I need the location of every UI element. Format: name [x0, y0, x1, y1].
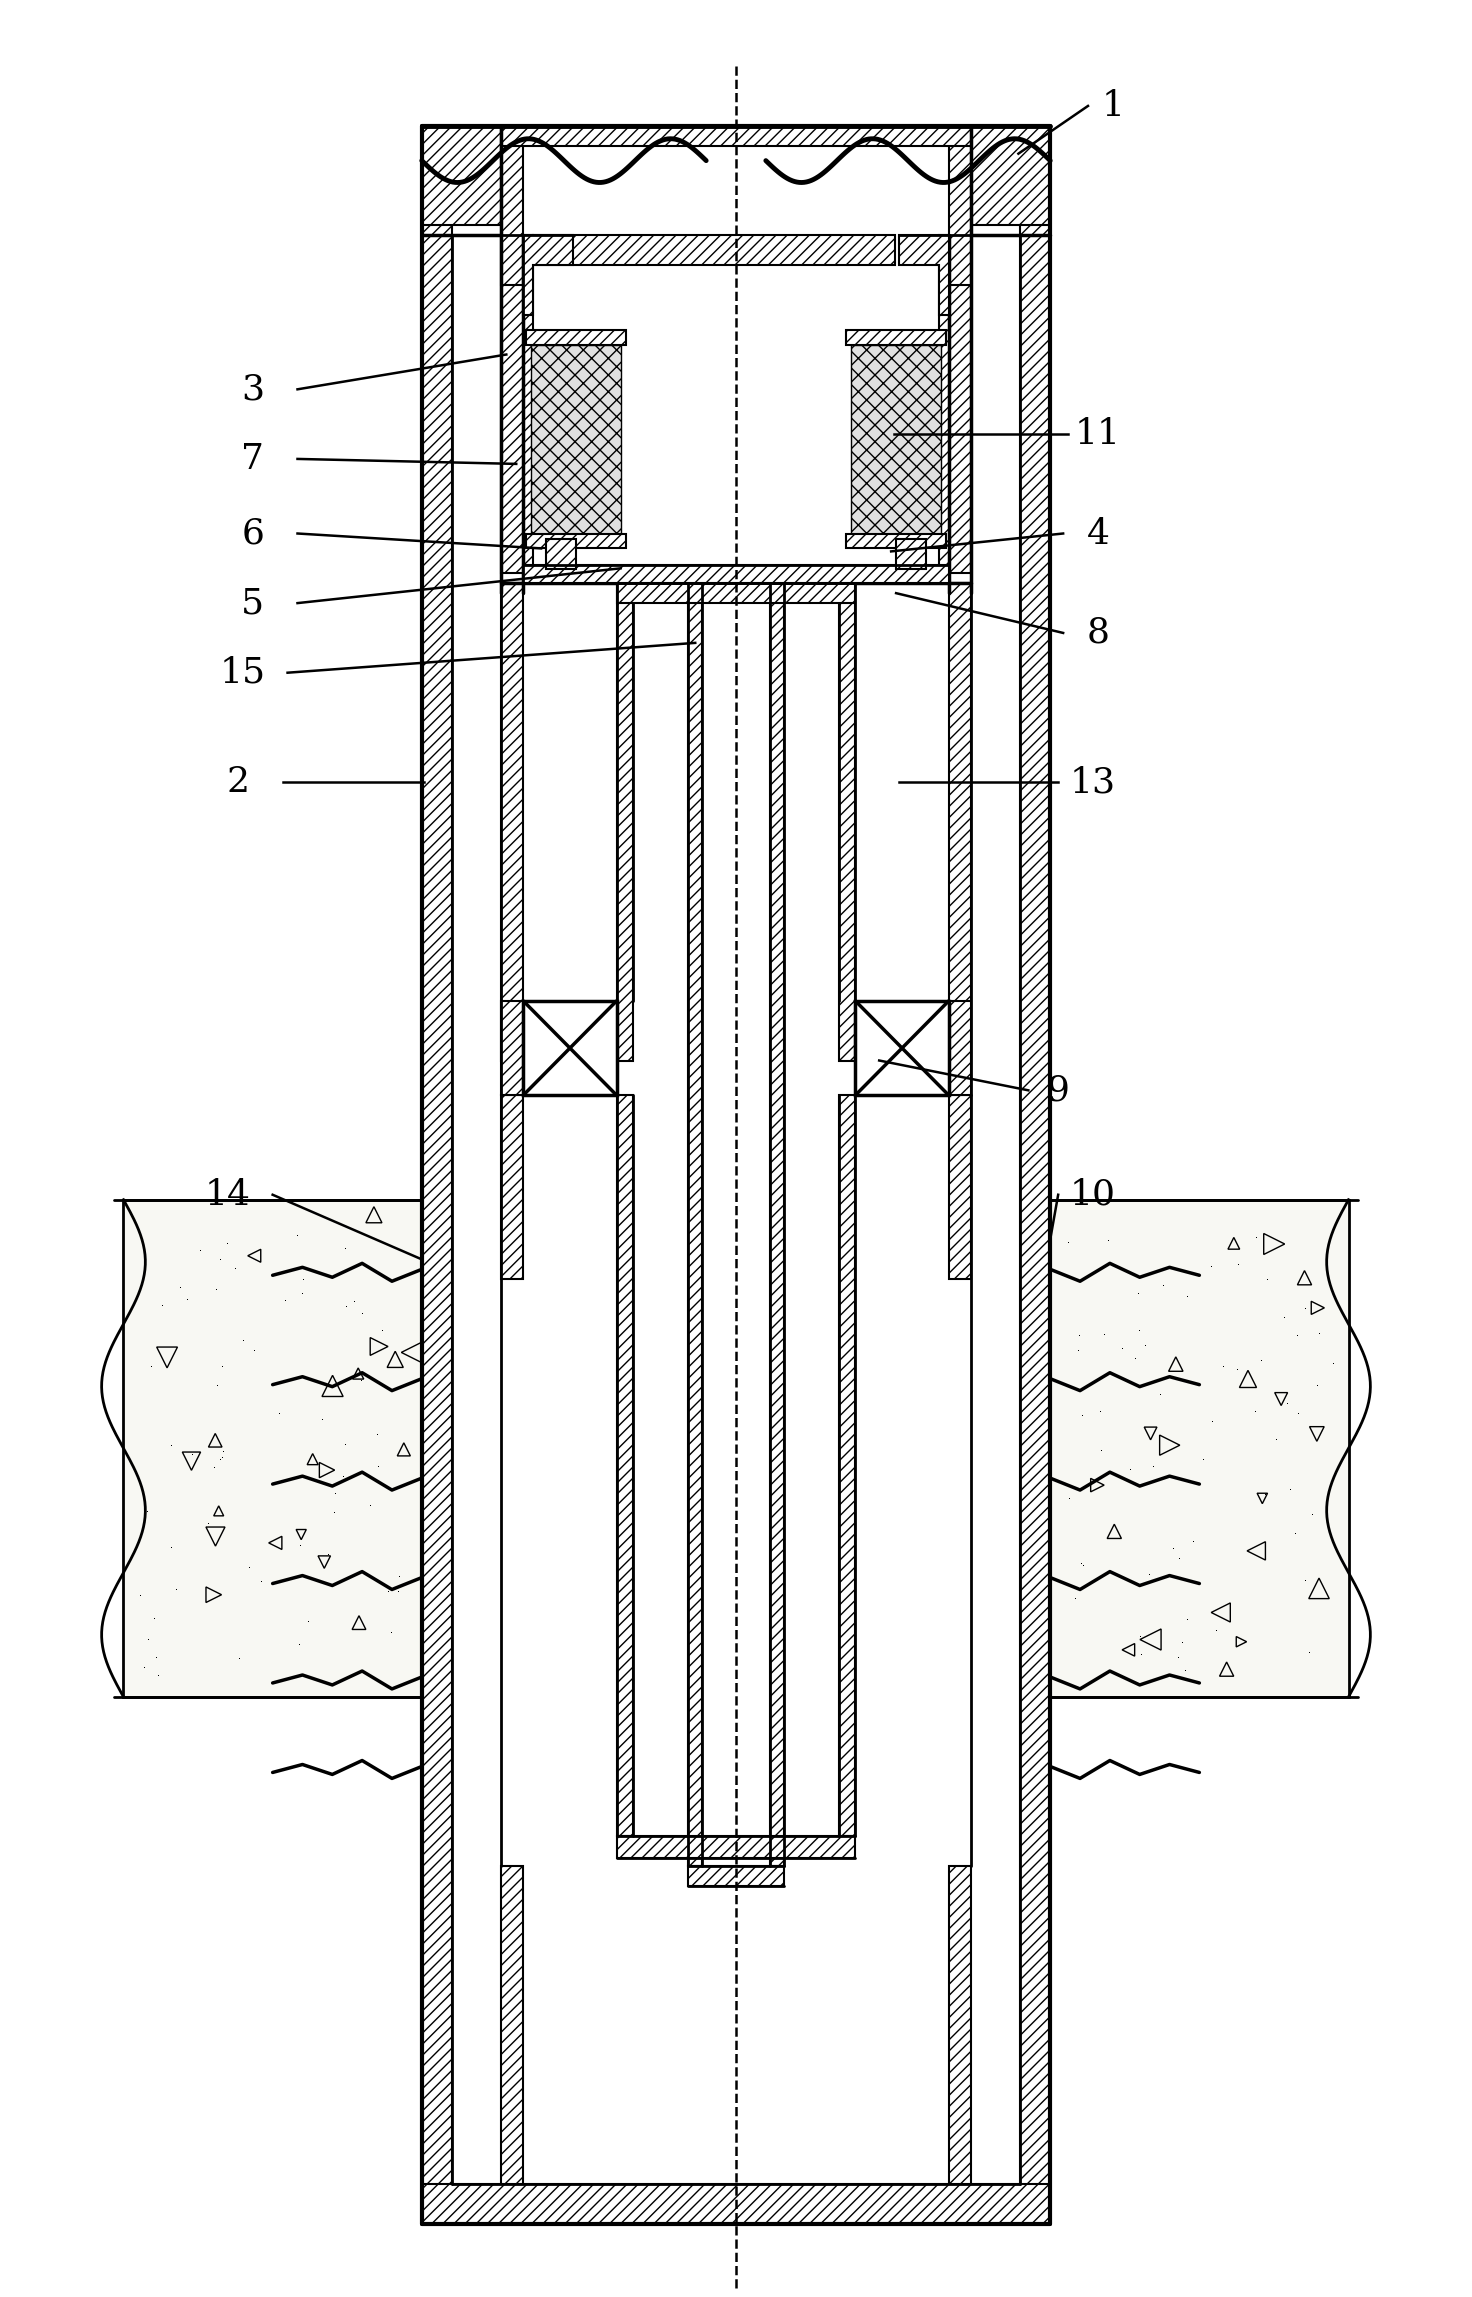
Bar [533, 234, 895, 264]
Bar [452, 126, 1020, 2184]
Bar [617, 1835, 855, 1858]
Bar [846, 533, 946, 549]
Bar [502, 234, 533, 574]
Bar [949, 126, 970, 285]
Bar [502, 126, 523, 285]
Text: 6: 6 [241, 517, 263, 551]
Bar [617, 583, 855, 604]
Bar [949, 583, 970, 1061]
Bar [949, 1001, 970, 1096]
Bar [839, 1096, 855, 1835]
Text: 8: 8 [1086, 616, 1110, 650]
Bar [949, 1096, 970, 1279]
Text: 9: 9 [1047, 1073, 1070, 1107]
Bar [939, 234, 970, 574]
Polygon shape [523, 234, 573, 315]
Bar [896, 540, 926, 570]
Bar [770, 583, 783, 1865]
Bar [523, 1001, 617, 1096]
Bar [855, 1001, 949, 1096]
Bar [502, 1001, 523, 1096]
Text: 2: 2 [227, 765, 249, 799]
Bar [502, 583, 523, 1061]
Bar [422, 126, 502, 225]
Bar [1020, 126, 1050, 2223]
Bar [617, 1096, 633, 1835]
Polygon shape [899, 234, 949, 315]
Bar [689, 583, 702, 1865]
Text: 1: 1 [1101, 90, 1125, 124]
Text: 3: 3 [241, 372, 265, 407]
Bar [422, 126, 452, 2223]
Bar [1050, 1199, 1348, 1697]
Bar [970, 126, 1050, 225]
Bar [839, 583, 855, 1061]
Polygon shape [851, 345, 941, 533]
Bar [617, 583, 633, 1061]
Text: 5: 5 [241, 586, 265, 620]
Bar [546, 540, 576, 570]
Text: 15: 15 [219, 655, 266, 689]
Bar [523, 565, 949, 583]
Bar [526, 533, 626, 549]
Bar [502, 1096, 523, 1279]
Bar [689, 1865, 783, 1886]
Bar [124, 1199, 422, 1697]
Polygon shape [531, 345, 621, 533]
Bar [502, 1865, 523, 2184]
Bar [502, 126, 970, 145]
Bar [526, 331, 626, 345]
Text: 11: 11 [1075, 418, 1122, 450]
Text: 14: 14 [205, 1178, 250, 1213]
Text: 10: 10 [1070, 1178, 1116, 1213]
Text: 13: 13 [1070, 765, 1116, 799]
Text: 7: 7 [241, 441, 263, 475]
Bar [949, 1865, 970, 2184]
Bar [846, 331, 946, 345]
Text: 4: 4 [1086, 517, 1110, 551]
Bar [702, 583, 770, 1865]
Bar [422, 2184, 1050, 2223]
